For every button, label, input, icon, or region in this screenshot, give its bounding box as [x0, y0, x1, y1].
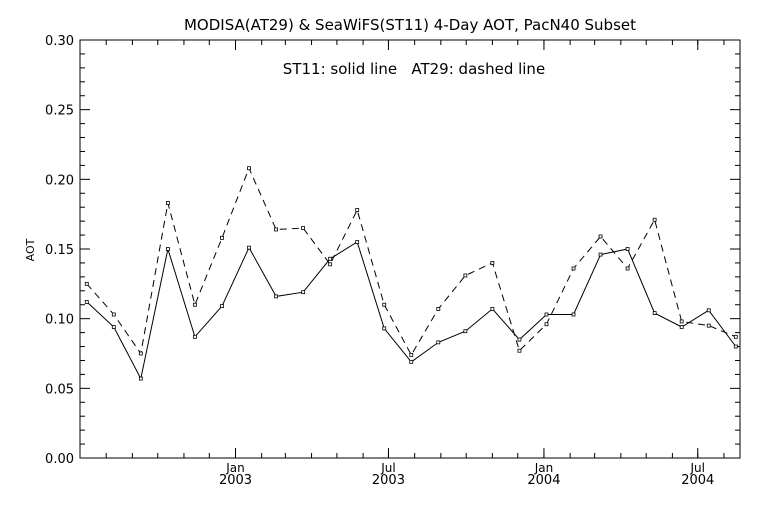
data-point-at29 [301, 226, 305, 231]
data-point-at29 [652, 217, 657, 222]
data-point-at29 [490, 261, 495, 265]
data-point-at29 [138, 351, 143, 356]
data-point-st11 [301, 290, 305, 295]
y-tick-label: 0.00 [45, 452, 74, 467]
data-point-at29 [625, 266, 630, 271]
data-point-st11 [544, 312, 549, 317]
data-point-at29 [517, 348, 522, 353]
data-point-at29 [544, 322, 549, 327]
data-point-st11 [328, 256, 333, 261]
data-point-at29 [706, 323, 711, 328]
data-point-at29 [463, 273, 468, 278]
x-tick-label-year: 2003 [372, 473, 405, 488]
data-point-st11 [733, 344, 738, 349]
y-axis: 0.00 0.05 0.10 0.15 0.20 0.25 0.30 [45, 34, 740, 467]
data-point-at29 [679, 319, 684, 324]
data-point-at29 [328, 262, 333, 267]
data-point-st11 [165, 247, 170, 251]
chart-title: MODISA(AT29) & SeaWiFS(ST11) 4-Day AOT, … [184, 16, 636, 34]
x-tick-label-month: Jul [690, 461, 705, 475]
data-point-st11 [220, 304, 224, 309]
data-point-st11 [138, 376, 143, 381]
data-point-st11 [84, 300, 89, 304]
x-tick-label-year: 2003 [219, 473, 252, 488]
data-point-at29 [111, 312, 116, 317]
data-point-at29 [733, 334, 738, 339]
data-point-at29 [571, 266, 576, 271]
data-point-st11 [355, 240, 360, 244]
data-point-st11 [247, 245, 251, 250]
x-tick-label-month: Jan [534, 461, 554, 475]
data-point-st11 [274, 294, 278, 299]
x-tick-label-month: Jan [225, 461, 245, 475]
series-group [84, 166, 738, 381]
x-tick-label-month: Jul [380, 461, 395, 475]
data-point-st11 [409, 359, 414, 364]
x-tick-label-year: 2004 [527, 473, 560, 488]
data-point-st11 [111, 325, 116, 329]
data-point-at29 [436, 307, 441, 311]
data-point-at29 [409, 352, 414, 357]
data-point-st11 [193, 334, 197, 339]
x-tick-label-year: 2004 [681, 473, 714, 488]
data-point-st11 [652, 311, 657, 315]
data-point-st11 [679, 325, 684, 329]
series-line-at29 [86, 166, 736, 356]
data-point-st11 [517, 337, 522, 342]
data-point-at29 [274, 227, 278, 232]
data-point-st11 [706, 308, 711, 313]
plot-frame [79, 39, 741, 459]
data-point-st11 [436, 340, 441, 345]
data-point-st11 [382, 326, 387, 331]
data-point-at29 [247, 166, 251, 171]
data-point-at29 [84, 281, 89, 286]
y-tick-label: 0.05 [45, 382, 74, 397]
data-point-at29 [382, 302, 387, 307]
y-tick-label: 0.30 [45, 34, 74, 49]
chart-annotation: ST11: solid line AT29: dashed line [283, 60, 545, 78]
data-point-st11 [625, 247, 630, 251]
data-point-st11 [598, 252, 603, 257]
data-point-at29 [598, 234, 603, 239]
y-tick-label: 0.15 [45, 243, 74, 258]
data-point-at29 [193, 302, 197, 307]
y-tick-label: 0.20 [45, 173, 74, 188]
data-point-at29 [165, 201, 170, 205]
data-point-at29 [220, 235, 224, 240]
y-tick-label: 0.10 [45, 313, 74, 328]
data-point-st11 [490, 307, 495, 311]
data-point-st11 [571, 312, 576, 317]
data-point-st11 [463, 329, 468, 334]
y-tick-label: 0.25 [45, 104, 74, 119]
data-point-at29 [355, 208, 360, 212]
y-axis-label: AOT [24, 238, 37, 261]
